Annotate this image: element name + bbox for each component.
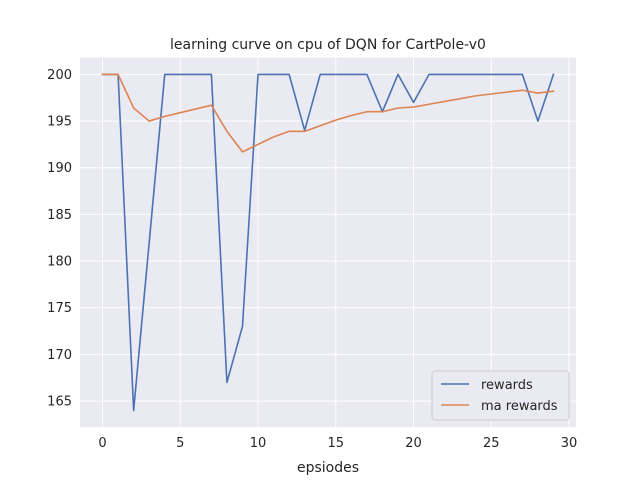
- x-tick-label: 25: [483, 436, 500, 451]
- x-tick-label: 30: [561, 436, 578, 451]
- series-line-rewards: [101, 73, 555, 412]
- y-tick-label: 180: [47, 255, 72, 270]
- x-tick-label: 0: [98, 436, 106, 451]
- x-axis-ticks: 0 5 10 15 20 25 30: [98, 436, 577, 451]
- x-tick-label: 15: [328, 436, 345, 451]
- plot-area: [80, 57, 576, 428]
- series-layer: [101, 73, 555, 412]
- x-tick-label: 10: [250, 436, 267, 451]
- y-tick-label: 200: [47, 68, 72, 83]
- y-tick-label: 165: [47, 395, 72, 410]
- x-axis-label: epsiodes: [297, 460, 359, 476]
- y-tick-label: 170: [47, 348, 72, 363]
- y-axis-ticks: 165 170 175 180 185 190 195 200: [47, 68, 72, 410]
- y-tick-label: 175: [47, 301, 72, 316]
- legend: rewards ma rewards: [431, 370, 570, 421]
- legend-label-ma-rewards: ma rewards: [481, 399, 558, 414]
- y-tick-label: 195: [47, 115, 72, 130]
- legend-label-rewards: rewards: [481, 378, 533, 393]
- y-tick-label: 185: [47, 208, 72, 223]
- y-tick-label: 190: [47, 161, 72, 176]
- x-tick-label: 5: [176, 436, 184, 451]
- chart-title: learning curve on cpu of DQN for CartPol…: [170, 37, 486, 53]
- series-line-ma-rewards: [101, 73, 555, 153]
- x-tick-label: 20: [405, 436, 422, 451]
